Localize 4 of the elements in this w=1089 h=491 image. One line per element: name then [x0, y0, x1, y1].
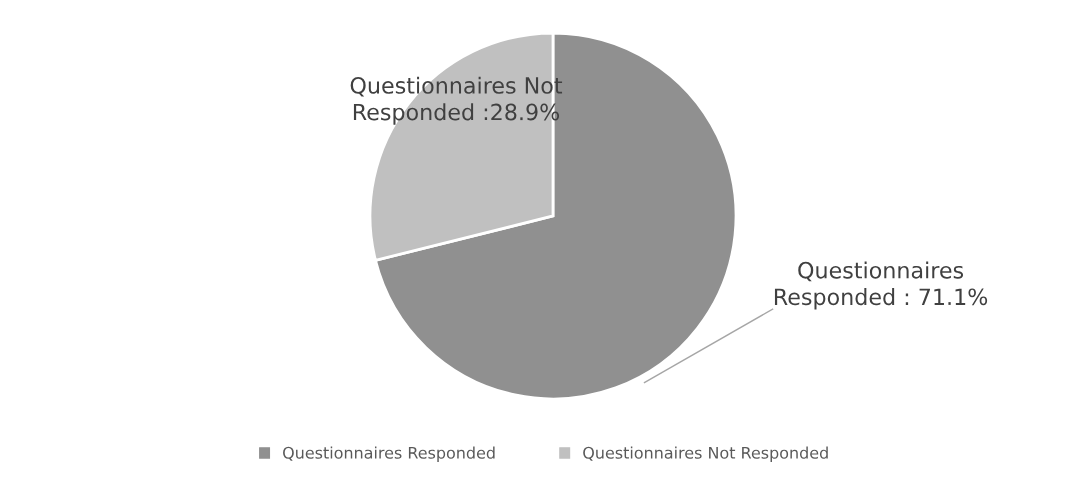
data-label: Questionnaires Not Responded :28.9% — [350, 76, 563, 125]
data-label: Questionnaires Responded : 71.1% — [774, 261, 988, 310]
legend-label: Questionnaires Not Responded — [583, 446, 828, 462]
legend-label: Questionnaires Responded — [283, 446, 495, 462]
